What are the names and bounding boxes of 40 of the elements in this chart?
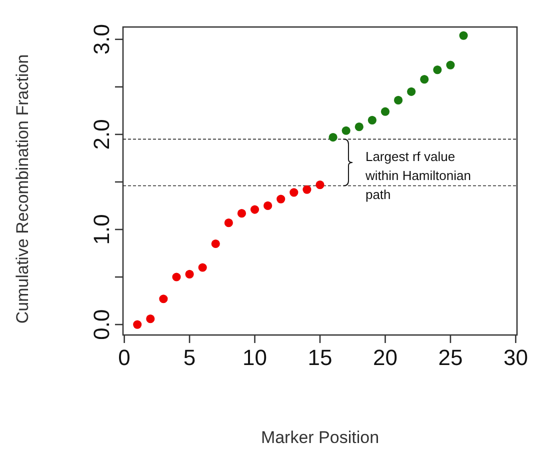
point [342,126,350,135]
x-tick-label: 25 [438,345,463,370]
point [250,205,260,214]
x-tick-label: 30 [503,345,528,370]
x-tick-label: 5 [183,345,196,370]
point [394,96,403,104]
x-tick-label: 10 [242,345,268,370]
point [354,122,364,132]
point [290,188,298,197]
point [407,87,416,96]
point [159,294,168,304]
point [264,201,272,210]
y-axis-title: Cumulative Recombination Fraction [13,54,32,324]
point [302,185,312,194]
x-tick-label: 15 [308,345,332,370]
point [237,209,246,218]
point [133,320,142,329]
x-tick-label: 0 [118,345,130,370]
point [420,74,429,84]
point [328,132,338,142]
point [172,272,181,282]
x-tick-label: 20 [372,345,398,370]
y-tick-label: 3.0 [89,24,114,55]
point [198,263,207,272]
point [380,107,390,116]
point [146,314,155,324]
y-tick-label: 0.0 [89,309,114,340]
point [276,194,286,204]
annotation: Largest rf value within Hamiltonian path [364,149,471,202]
point [224,218,233,228]
point [316,180,324,190]
point [211,239,220,248]
text: 1.0 [89,214,114,245]
point [446,60,455,70]
point [433,65,442,74]
point [368,116,376,124]
point [459,31,468,40]
y-tick-label: 2.0 [89,119,114,150]
point [185,270,194,278]
x-axis-title: Marker Position [260,428,380,447]
